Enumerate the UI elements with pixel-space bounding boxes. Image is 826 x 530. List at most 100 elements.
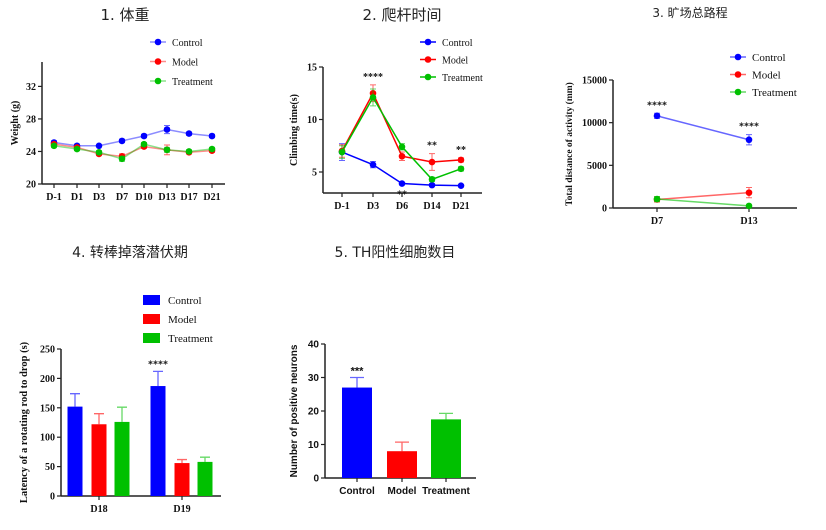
x-tick-label: Treatment — [422, 486, 470, 497]
x-tick-label: D10 — [135, 192, 152, 203]
series-line-control — [656, 115, 750, 141]
significance-annotation: *** — [351, 366, 365, 378]
x-tick-label: D3 — [93, 192, 105, 203]
legend-swatch — [143, 295, 160, 305]
y-tick-label: 30 — [308, 373, 320, 384]
error-bar — [117, 406, 127, 422]
chart-3: 3. 旷场总路程 0 5000 10000 15000 Total distance of… — [564, 5, 797, 227]
y-axis-label: Number of positive neurons — [289, 344, 300, 477]
x-tick-label: D13 — [740, 216, 757, 227]
x-tick-label: D-1 — [334, 201, 350, 212]
error-bar — [177, 458, 187, 464]
chart-title: 1. 体重 — [100, 6, 149, 24]
legend-label: Control — [752, 52, 786, 64]
chart-title: 4. 转棒掉落潜伏期 — [72, 245, 188, 261]
bar-model — [174, 463, 190, 496]
data-point-control — [398, 180, 406, 187]
legend-marker — [734, 88, 742, 96]
y-tick-label: 200 — [40, 374, 55, 385]
y-axis-label: Climbing time(s) — [289, 94, 300, 166]
data-point-treatment — [185, 148, 193, 155]
error-bar — [94, 413, 104, 425]
y-tick-label: 28 — [26, 114, 36, 125]
data-point-model — [428, 158, 436, 166]
series-line-model — [53, 143, 213, 158]
legend-marker — [154, 58, 162, 65]
data-point-treatment — [653, 195, 661, 203]
x-tick-label: D14 — [423, 201, 440, 212]
error-bar — [350, 376, 364, 388]
x-tick-label: D7 — [116, 192, 128, 203]
data-point-treatment — [118, 155, 126, 163]
y-tick-label: 10000 — [582, 118, 607, 129]
error-bar — [439, 412, 453, 420]
data-point-treatment — [50, 142, 58, 150]
data-point-treatment — [745, 202, 753, 210]
legend-label: Treatment — [752, 87, 797, 99]
series-line-treatment — [656, 198, 750, 207]
data-point-model — [398, 152, 406, 160]
chart-2: 2. 爬杆时间 5 10 15 Climbing time(s) D-1 D3 D6 D14 D2… — [289, 6, 483, 212]
x-tick-label: Model — [388, 486, 417, 497]
data-point-control — [428, 181, 436, 189]
data-point-treatment — [208, 145, 216, 153]
legend-label: Control — [168, 295, 202, 307]
x-tick-label: D18 — [90, 504, 107, 515]
legend-marker — [424, 56, 432, 63]
legend-marker — [154, 77, 162, 85]
significance-annotation: **** — [363, 72, 383, 83]
chart-title: 2. 爬杆时间 — [362, 6, 441, 24]
bar-control — [67, 406, 83, 496]
bar-control — [150, 386, 166, 496]
legend-label: Treatment — [168, 333, 213, 345]
y-tick-label: 5 — [312, 168, 317, 179]
error-bar — [200, 456, 210, 462]
data-point-control — [185, 130, 193, 137]
y-tick-label: 10 — [307, 115, 317, 126]
significance-annotation: ** — [427, 141, 437, 152]
legend-label: Treatment — [172, 77, 213, 88]
y-tick-label: 20 — [26, 180, 36, 191]
legend-label: Model — [172, 58, 198, 69]
y-tick-label: 0 — [313, 474, 319, 485]
y-tick-label: 40 — [308, 340, 320, 351]
y-tick-label: 0 — [602, 204, 607, 215]
data-point-treatment — [369, 94, 377, 101]
y-tick-label: 10 — [308, 440, 320, 451]
x-tick-label: D19 — [173, 504, 190, 515]
legend-label: Model — [442, 56, 468, 67]
data-point-model — [745, 189, 753, 196]
chart-4: 4. 转棒掉落潜伏期 0 50 100 150 200 250 Latency of a ro… — [19, 245, 221, 515]
y-axis-label: Latency of a rotating rod to drop (s) — [19, 341, 30, 503]
x-tick-label: D7 — [651, 216, 663, 227]
series-line-treatment — [341, 95, 462, 181]
y-tick-label: 100 — [40, 433, 55, 444]
y-tick-label: 50 — [45, 462, 55, 473]
significance-annotation: **** — [739, 122, 759, 133]
data-point-control — [95, 142, 103, 150]
chart-title: 5. TH阳性细胞数目 — [335, 245, 456, 261]
legend-label: Treatment — [442, 73, 483, 84]
y-tick-label: 20 — [308, 407, 320, 418]
bar-treatment — [431, 419, 461, 478]
x-tick-label: D21 — [203, 192, 220, 203]
data-point-treatment — [140, 140, 148, 148]
y-axis-label: Total distance of activity (mm) — [564, 82, 575, 206]
y-axis-label: Weight (g) — [10, 101, 21, 146]
significance-annotation: ** — [397, 190, 407, 201]
y-tick-label: 32 — [26, 82, 36, 93]
legend-label: Control — [442, 38, 473, 49]
data-point-control — [653, 112, 661, 120]
y-tick-label: 15000 — [582, 76, 607, 87]
significance-annotation: **** — [647, 100, 667, 111]
y-tick-label: 5000 — [587, 161, 607, 172]
x-tick-label: D3 — [367, 201, 379, 212]
data-point-treatment — [338, 148, 346, 156]
series-line-control — [53, 128, 213, 147]
bar-model — [91, 424, 107, 496]
bar-treatment — [114, 421, 130, 496]
legend-label: Model — [752, 70, 781, 82]
data-point-control — [369, 161, 377, 168]
legend-swatch — [143, 333, 160, 343]
